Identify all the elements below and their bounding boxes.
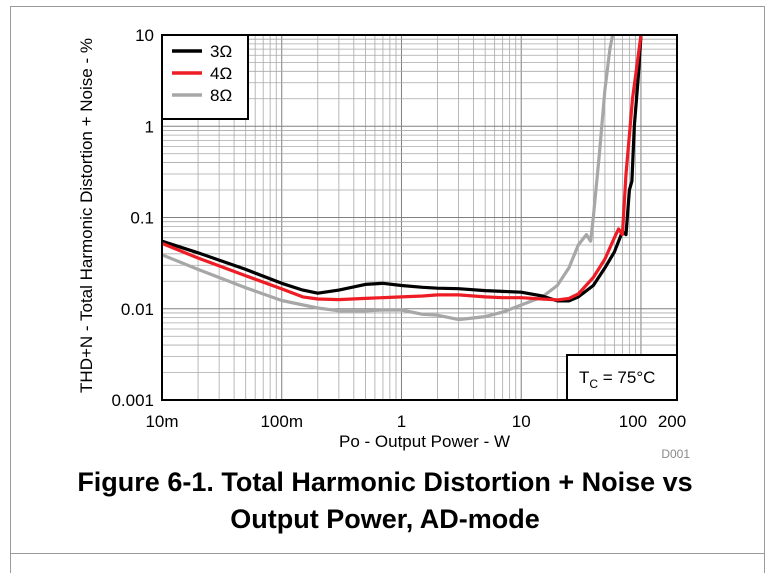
legend-label: 8Ω — [210, 86, 232, 105]
x-tick-label: 10 — [512, 412, 531, 431]
annotation-frame — [566, 354, 678, 401]
x-tick-label: 10m — [145, 412, 178, 431]
x-axis-label: Po - Output Power - W — [339, 432, 510, 451]
figure-caption-line2: Output Power, AD-mode — [230, 504, 540, 534]
y-tick-label: 0.01 — [121, 300, 154, 319]
thd-chart: 10m 100m 1 10 100 200 10 1 0.1 0.01 0.001 3Ω 4Ω 8Ω T… — [77, 26, 690, 460]
series-line-2 — [162, 35, 615, 322]
annotation-text: TC = 75°C — [579, 368, 655, 391]
y-tick-label: 1 — [145, 117, 154, 136]
legend-label: 4Ω — [210, 64, 232, 83]
figure-border-top — [10, 6, 765, 7]
x-tick-label: 100 — [619, 412, 647, 431]
figure-border-bottom — [10, 553, 765, 554]
x-tick-label: 100m — [260, 412, 303, 431]
x-tick-label: 200 — [658, 412, 686, 431]
y-tick-label: 10 — [135, 26, 154, 45]
y-axis-label: THD+N - Total Harmonic Distortion + Nois… — [77, 38, 96, 393]
legend-label: 3Ω — [210, 42, 232, 61]
source-id: D001 — [661, 447, 690, 460]
series-layer — [162, 35, 643, 322]
series-line-0 — [162, 35, 643, 303]
annotation-box: TC = 75°C — [566, 354, 678, 401]
y-tick-label: 0.001 — [111, 391, 154, 410]
figure-border-right — [764, 6, 765, 573]
x-tick-label: 1 — [397, 412, 406, 431]
y-tick-label: 0.1 — [130, 209, 154, 228]
figure-border-left — [10, 6, 11, 573]
figure-caption-line1: Figure 6-1. Total Harmonic Distortion + … — [77, 467, 693, 497]
tick-layer: 10m 100m 1 10 100 200 10 1 0.1 0.01 0.001 — [111, 26, 686, 431]
series-line-1 — [162, 35, 643, 302]
legend: 3Ω 4Ω 8Ω — [161, 34, 249, 120]
plot-frame — [161, 34, 678, 401]
legend-box — [161, 34, 249, 120]
